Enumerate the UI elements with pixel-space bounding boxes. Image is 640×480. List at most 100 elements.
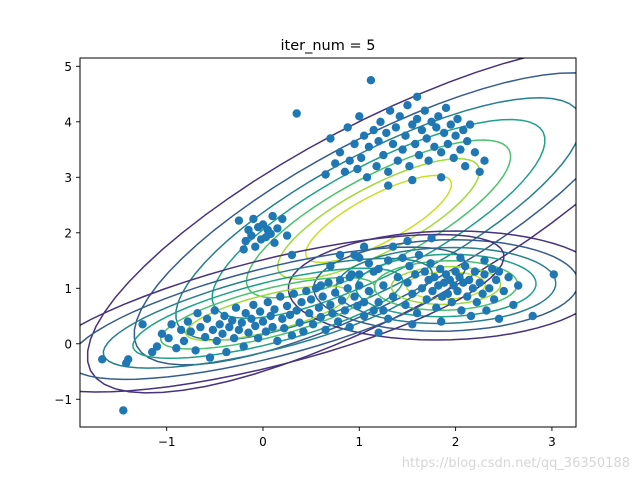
data-point — [453, 114, 462, 124]
contour-line — [355, 253, 537, 318]
data-point — [353, 301, 362, 311]
data-point — [326, 261, 335, 271]
data-point — [374, 298, 383, 307]
data-point — [470, 148, 480, 157]
data-point — [372, 162, 381, 171]
x-tick-label: 3 — [548, 435, 556, 449]
data-point — [443, 289, 453, 298]
data-point — [475, 167, 484, 176]
data-point — [461, 261, 470, 271]
data-point — [447, 298, 456, 307]
data-point — [369, 125, 378, 135]
data-point — [437, 173, 446, 182]
data-point — [218, 329, 227, 338]
y-tick-label: −1 — [54, 393, 72, 407]
data-point — [430, 142, 439, 151]
data-point — [318, 292, 327, 301]
data-point — [388, 139, 398, 149]
data-point — [282, 301, 292, 311]
data-point — [343, 123, 352, 132]
data-point — [463, 137, 472, 146]
data-point — [411, 270, 420, 279]
data-point — [509, 300, 518, 310]
data-point — [258, 220, 268, 229]
data-point — [376, 117, 385, 127]
data-point — [337, 296, 347, 305]
data-point — [468, 284, 478, 293]
x-tick-label: 2 — [452, 435, 460, 449]
data-point — [405, 261, 414, 271]
contour-line — [211, 118, 546, 320]
data-point — [222, 347, 231, 357]
data-point — [172, 344, 181, 353]
data-point — [350, 292, 359, 301]
data-point — [234, 216, 244, 225]
data-point — [391, 123, 401, 132]
data-point — [268, 322, 277, 332]
data-point — [408, 320, 417, 329]
plot-frame — [79, 57, 577, 428]
data-point — [393, 273, 402, 282]
data-point — [466, 311, 476, 321]
data-point — [357, 153, 366, 163]
data-point — [345, 273, 354, 282]
data-point — [451, 131, 460, 140]
data-point — [434, 112, 443, 121]
data-point — [430, 273, 439, 282]
data-point — [379, 306, 388, 315]
data-point — [398, 145, 407, 154]
data-point — [345, 156, 354, 165]
data-point — [292, 306, 301, 315]
data-point — [384, 167, 393, 176]
contour-lines — [80, 58, 576, 394]
data-point — [485, 284, 494, 293]
data-point — [395, 112, 404, 121]
data-point — [393, 156, 402, 165]
data-point — [215, 320, 224, 329]
data-point — [280, 324, 289, 333]
data-point — [331, 159, 340, 168]
data-point — [208, 325, 218, 335]
data-point — [228, 316, 237, 325]
data-point — [263, 298, 272, 307]
data-point — [205, 353, 215, 362]
contour-line — [86, 58, 576, 394]
data-point — [405, 162, 414, 171]
data-point — [417, 284, 427, 293]
data-point — [335, 148, 345, 157]
data-point — [427, 234, 436, 243]
data-point — [316, 312, 325, 322]
data-point — [549, 270, 558, 279]
data-point — [401, 300, 410, 310]
data-point — [201, 332, 210, 342]
data-point — [212, 336, 221, 346]
data-point — [414, 250, 424, 260]
data-point — [278, 314, 287, 323]
data-point — [457, 306, 466, 315]
x-tick-label: 1 — [355, 435, 363, 449]
data-point — [191, 346, 200, 355]
data-point — [308, 320, 318, 329]
data-point — [295, 318, 304, 327]
data-point — [449, 153, 458, 163]
data-point — [411, 139, 420, 149]
data-point — [239, 342, 248, 351]
data-point — [414, 150, 424, 160]
data-point — [273, 224, 282, 233]
data-point — [333, 317, 343, 326]
data-point — [251, 242, 260, 251]
data-point — [480, 156, 489, 165]
data-point — [328, 309, 337, 318]
data-point — [276, 292, 285, 301]
data-point — [379, 281, 388, 290]
data-point — [403, 278, 412, 287]
data-point — [382, 128, 391, 138]
data-point — [494, 314, 504, 323]
data-point — [270, 305, 279, 314]
data-point — [164, 334, 173, 343]
data-point — [266, 311, 275, 321]
data-point — [297, 298, 306, 307]
data-point — [398, 253, 407, 262]
data-point — [403, 101, 412, 110]
